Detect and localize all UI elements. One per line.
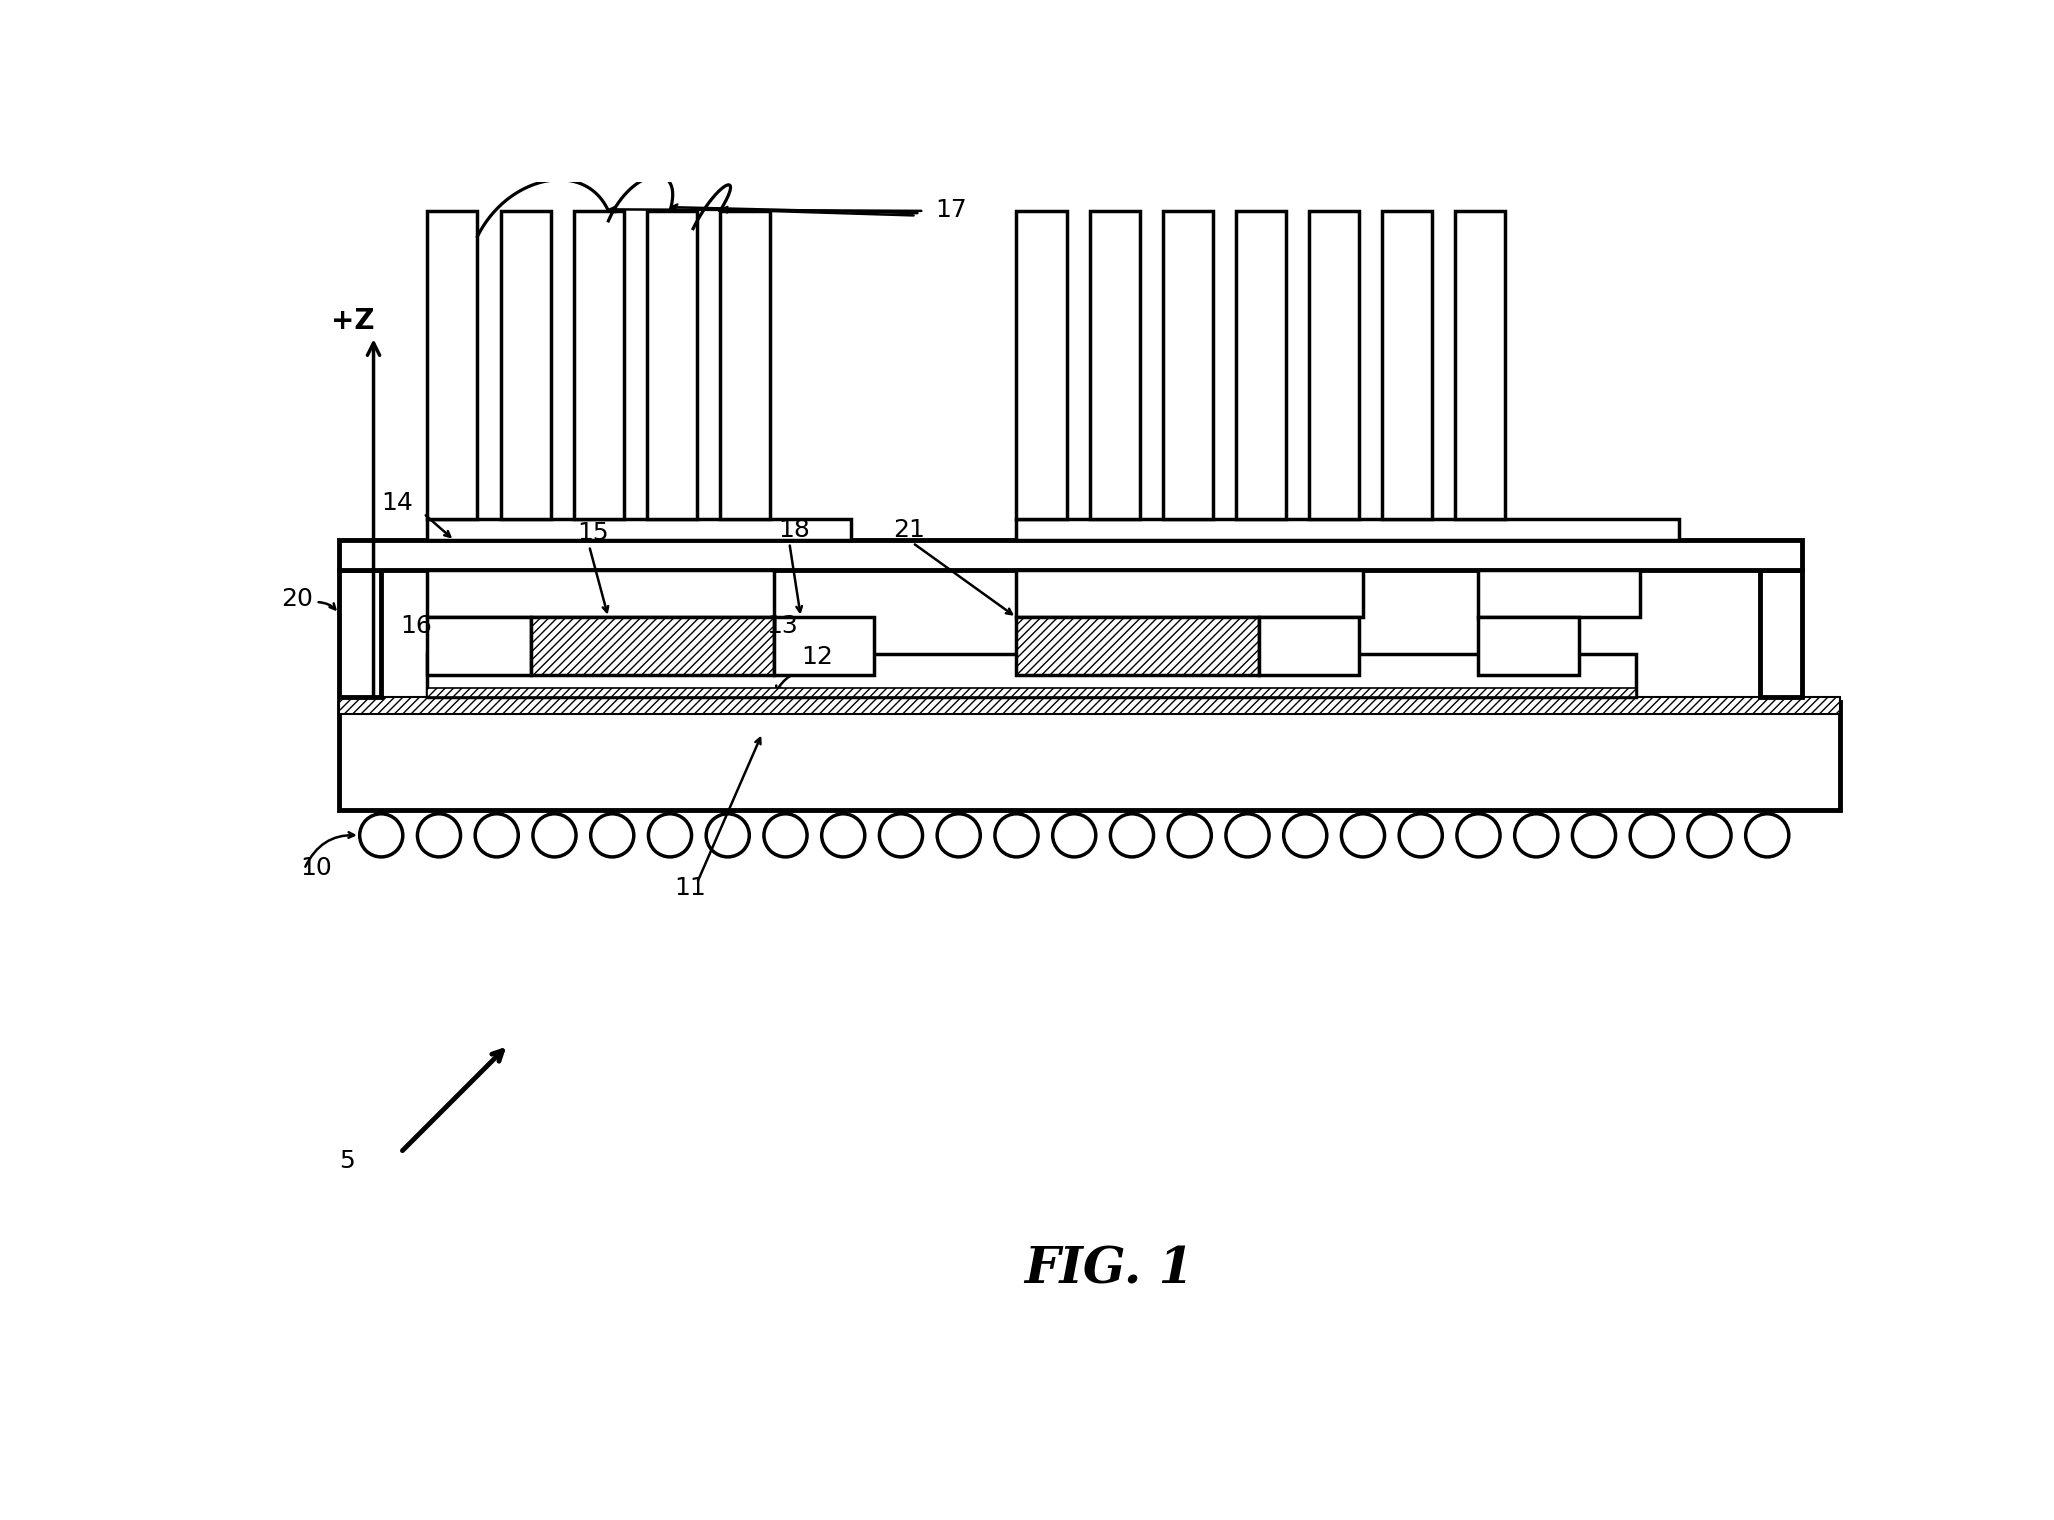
- Circle shape: [1169, 813, 1212, 857]
- Bar: [573, 211, 624, 518]
- Circle shape: [474, 813, 518, 857]
- Circle shape: [707, 813, 750, 857]
- Bar: [1017, 518, 1678, 541]
- Circle shape: [822, 813, 865, 857]
- Circle shape: [1111, 813, 1154, 857]
- Text: 21: 21: [893, 518, 924, 541]
- Bar: [1479, 570, 1641, 617]
- Bar: [339, 570, 382, 696]
- Bar: [427, 211, 477, 518]
- Circle shape: [764, 813, 807, 857]
- Circle shape: [879, 813, 922, 857]
- Bar: [1163, 211, 1212, 518]
- Bar: [1017, 617, 1259, 675]
- Bar: [532, 617, 774, 675]
- Text: 13: 13: [766, 614, 799, 638]
- Circle shape: [937, 813, 980, 857]
- Circle shape: [1399, 813, 1442, 857]
- Text: 15: 15: [577, 521, 610, 546]
- Bar: [339, 541, 1801, 570]
- Bar: [1017, 570, 1364, 617]
- Bar: [1237, 211, 1286, 518]
- Bar: [1479, 617, 1580, 675]
- Text: +Z: +Z: [331, 307, 374, 334]
- Bar: [427, 570, 774, 617]
- Circle shape: [532, 813, 575, 857]
- Bar: [1760, 570, 1801, 696]
- Bar: [501, 211, 550, 518]
- Circle shape: [1226, 813, 1269, 857]
- Bar: [339, 696, 1840, 714]
- Text: 20: 20: [281, 587, 312, 611]
- Circle shape: [1746, 813, 1789, 857]
- Bar: [1456, 211, 1506, 518]
- Bar: [427, 655, 1637, 696]
- Text: 11: 11: [674, 876, 707, 900]
- Circle shape: [592, 813, 635, 857]
- Bar: [427, 518, 850, 541]
- Text: 18: 18: [778, 518, 809, 541]
- Circle shape: [1631, 813, 1674, 857]
- Text: FIG. 1: FIG. 1: [1025, 1245, 1193, 1295]
- Bar: [1308, 211, 1360, 518]
- Text: 14: 14: [382, 491, 413, 515]
- Bar: [427, 617, 532, 675]
- Bar: [1089, 211, 1140, 518]
- Circle shape: [649, 813, 692, 857]
- Circle shape: [1514, 813, 1557, 857]
- Circle shape: [1456, 813, 1499, 857]
- Bar: [1259, 617, 1360, 675]
- Circle shape: [1284, 813, 1327, 857]
- Bar: [1017, 211, 1066, 518]
- Circle shape: [417, 813, 460, 857]
- Text: 16: 16: [401, 614, 431, 638]
- Circle shape: [359, 813, 403, 857]
- Text: 10: 10: [300, 856, 333, 880]
- Circle shape: [994, 813, 1037, 857]
- Circle shape: [1341, 813, 1384, 857]
- Bar: [1382, 211, 1432, 518]
- Bar: [339, 702, 1840, 810]
- Bar: [721, 211, 770, 518]
- Text: 17: 17: [937, 198, 967, 222]
- Text: 12: 12: [801, 644, 832, 669]
- Bar: [427, 687, 1637, 696]
- Circle shape: [1054, 813, 1095, 857]
- Bar: [774, 617, 875, 675]
- Bar: [647, 211, 696, 518]
- Circle shape: [1573, 813, 1616, 857]
- Text: 5: 5: [339, 1149, 355, 1173]
- Circle shape: [1688, 813, 1732, 857]
